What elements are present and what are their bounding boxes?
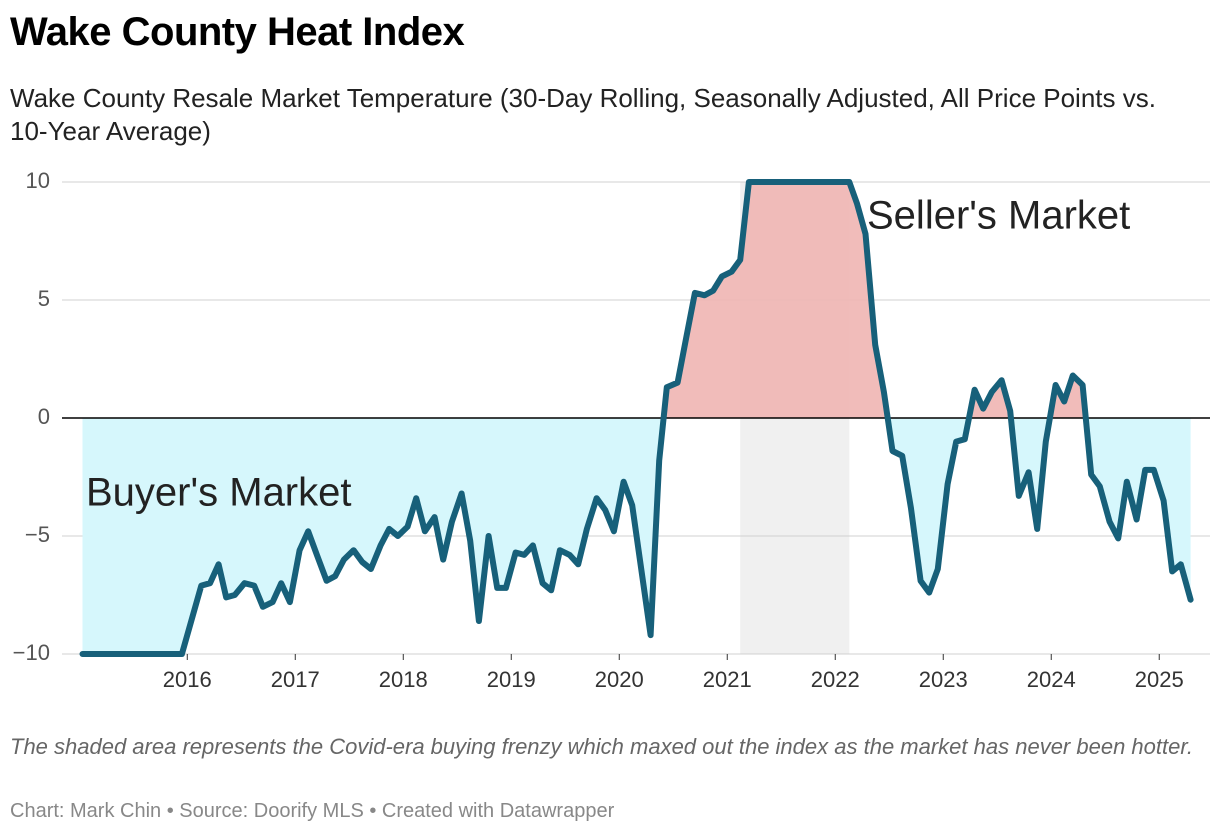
below-area-group	[82, 418, 1191, 654]
annotation: Seller's Market	[867, 194, 1130, 238]
chart-note: The shaded area represents the Covid-era…	[10, 734, 1193, 759]
x-tick-label: 2022	[811, 667, 860, 692]
x-tick-label: 2017	[271, 667, 320, 692]
x-tick-label: 2021	[703, 667, 752, 692]
y-tick-label: 0	[38, 404, 50, 429]
chart-subtitle: Wake County Resale Market Temperature (3…	[10, 83, 1156, 146]
x-tick-label: 2025	[1135, 667, 1184, 692]
x-tick-label: 2016	[163, 667, 212, 692]
y-tick-label: −5	[25, 522, 50, 547]
y-tick-label: −10	[13, 640, 50, 665]
above-area-group	[82, 182, 1191, 418]
annotation: Buyer's Market	[86, 471, 352, 515]
y-tick-label: 5	[38, 286, 50, 311]
x-tick-label: 2019	[487, 667, 536, 692]
x-tick-label: 2024	[1027, 667, 1076, 692]
chart-title: Wake County Heat Index	[10, 10, 465, 54]
area-below	[82, 418, 1191, 654]
line	[79, 179, 1194, 657]
x-tick-label: 2023	[919, 667, 968, 692]
chart-footer: Chart: Mark Chin • Source: Doorify MLS •…	[10, 800, 615, 822]
x-tick-label: 2020	[595, 667, 644, 692]
y-tick-label: 10	[26, 168, 50, 193]
area-above	[82, 182, 1191, 418]
x-tick-label: 2018	[379, 667, 428, 692]
